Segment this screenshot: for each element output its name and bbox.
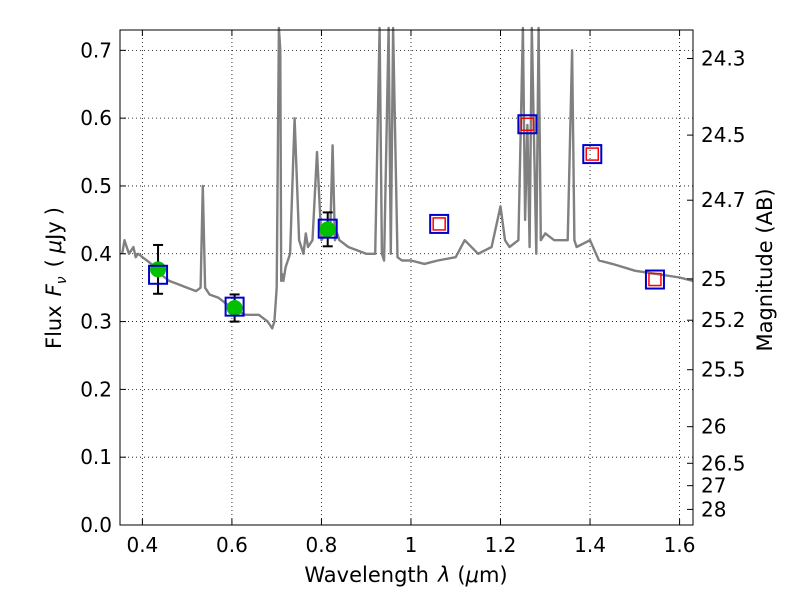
model-photometry-square	[224, 296, 245, 317]
mag-tick-label: 24.3	[701, 46, 746, 70]
mag-tick-label: 25.2	[701, 308, 746, 332]
model-photometry-square	[429, 213, 450, 234]
y-tick-label: 0.4	[80, 242, 112, 266]
x-tick-label: 0.4	[126, 533, 158, 557]
model-photometry-square	[148, 264, 169, 285]
synthetic-photometry-square	[648, 272, 662, 287]
mag-tick-label: 25.5	[701, 358, 746, 382]
model-spectrum	[121, 26, 694, 330]
x-tick-label: 1.6	[664, 533, 696, 557]
plot-frame	[119, 29, 694, 526]
synthetic-photometry-square	[520, 117, 535, 132]
mag-tick-label: 26.5	[701, 451, 746, 475]
x-axis-ticks: 0.4 0.6 0.8 1 1.2 1.4 1.6	[126, 30, 695, 557]
y-tick-label: 0.1	[80, 445, 112, 469]
y-tick-label: 0.0	[80, 513, 112, 537]
x-tick-label: 1	[405, 533, 418, 557]
mag-tick-label: 26	[701, 415, 726, 439]
y-tick-label: 0.7	[80, 38, 112, 62]
observed-photometry-point	[226, 300, 243, 317]
x-axis-label: Wavelength λ (μm)	[304, 563, 507, 587]
mag-tick-label: 24.7	[701, 188, 746, 212]
model-photometry-square	[644, 269, 665, 290]
mag-tick-label: 27	[701, 474, 726, 498]
model-photometry-square	[317, 218, 338, 239]
y-tick-label: 0.5	[80, 174, 112, 198]
x-tick-label: 1.4	[574, 533, 606, 557]
x-tick-label: 0.8	[306, 533, 338, 557]
spectrum-line	[121, 26, 694, 330]
mag-tick-label: 24.5	[701, 123, 746, 147]
x-tick-label: 1.2	[485, 533, 517, 557]
magnitude-axis-label: Magnitude (AB)	[753, 188, 777, 351]
grid-lines	[120, 30, 693, 526]
synthetic-photometry-square	[585, 147, 600, 161]
x-tick-label: 0.6	[216, 533, 248, 557]
observed-photometry-point	[150, 261, 167, 278]
y-tick-label: 0.2	[80, 377, 112, 401]
model-photometry-square	[582, 144, 603, 165]
y-tick-label: 0.6	[80, 106, 112, 130]
mag-tick-label: 28	[701, 497, 726, 521]
photometry-points	[148, 114, 665, 323]
y-axis-ticks: 0.0 0.1 0.2 0.3 0.4 0.5 0.6 0.7	[80, 38, 126, 537]
y-axis-label: FluxFν(μJy)	[42, 207, 70, 349]
model-photometry-square	[517, 114, 538, 135]
observed-photometry-point	[319, 221, 336, 238]
synthetic-photometry-square	[432, 217, 446, 231]
mag-tick-label: 25	[701, 267, 726, 291]
y-tick-label: 0.3	[80, 310, 112, 334]
